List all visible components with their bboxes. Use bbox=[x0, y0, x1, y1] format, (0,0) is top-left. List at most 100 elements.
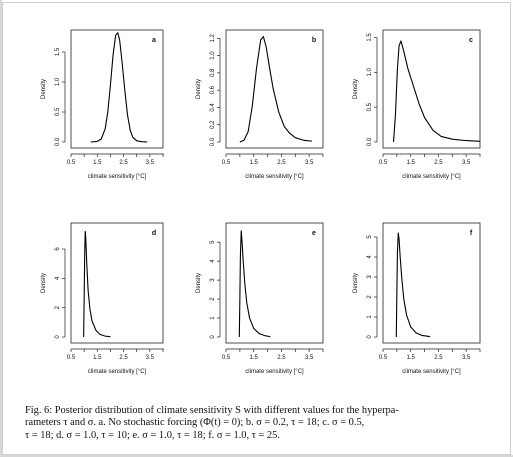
x-tick-label: 2.5 bbox=[119, 355, 128, 361]
plot-frame bbox=[70, 222, 164, 344]
x-tick-label: 0.5 bbox=[222, 160, 231, 166]
x-tick-label: 3.5 bbox=[305, 160, 314, 166]
y-tick-label: 0.2 bbox=[210, 120, 216, 129]
panel-d: 0.5 1.5 2.5 3.5 0 2 4 6 climate sensitivity [°C]… bbox=[41, 222, 164, 375]
y-tick-label: 1.2 bbox=[210, 33, 216, 42]
y-tick-label: 0.5 bbox=[55, 107, 61, 116]
y-tick-label: 2 bbox=[55, 305, 61, 309]
plot-frame bbox=[225, 222, 324, 344]
x-axis-label: climate sensitivity [°C] bbox=[88, 369, 147, 375]
density-curve bbox=[238, 230, 271, 338]
x-tick-label: 0.5 bbox=[379, 160, 388, 166]
caption-line: Fig. 6: Posterior distribution of climat… bbox=[25, 405, 399, 416]
panel-c: 0.5 1.5 2.5 3.5 0.0 0.5 1.0 1.5 climate sensitiv… bbox=[353, 29, 481, 180]
x-axis-label: climate sensitivity [°C] bbox=[402, 174, 461, 180]
panel-letter: d bbox=[152, 230, 156, 237]
y-tick-label: 0 bbox=[55, 335, 61, 339]
x-tick-label: 0.5 bbox=[67, 355, 76, 361]
density-plots-svg: 0.5 1.5 2.5 3.5 0.0 0.5 1.0 1.5 climate sensitiv… bbox=[41, 29, 481, 375]
y-tick-label: 1.5 bbox=[367, 33, 373, 42]
x-tick-label: 2.5 bbox=[119, 160, 128, 166]
y-axis-label: Density bbox=[353, 273, 359, 293]
y-axis-label: Density bbox=[41, 273, 47, 293]
density-curve bbox=[395, 232, 431, 338]
y-tick-label: 2 bbox=[210, 297, 216, 301]
y-tick-label: 5 bbox=[210, 240, 216, 244]
plot-frame bbox=[382, 29, 481, 149]
panel-b: 0.5 1.5 2.5 3.5 0.0 0.2 0.4 0.6 0.8 1.0 1.2 climate… bbox=[196, 29, 324, 180]
x-axis-label: climate sensitivity [°C] bbox=[245, 369, 304, 375]
x-tick-label: 3.5 bbox=[146, 355, 155, 361]
density-curve bbox=[392, 40, 481, 143]
page-edge-bottom bbox=[0, 455, 513, 457]
y-tick-label: 1.5 bbox=[55, 47, 61, 56]
caption-line: rameters τ and σ. a. No stochastic forci… bbox=[25, 417, 365, 429]
y-tick-label: 4 bbox=[367, 255, 373, 259]
y-tick-label: 0.5 bbox=[367, 102, 373, 111]
y-axis-label: Density bbox=[196, 273, 202, 293]
y-tick-label: 4 bbox=[210, 259, 216, 263]
y-tick-label: 2 bbox=[367, 295, 373, 299]
y-axis-label: Density bbox=[41, 79, 47, 99]
x-tick-label: 2.5 bbox=[277, 355, 286, 361]
y-tick-label: 1.0 bbox=[210, 51, 216, 60]
y-tick-label: 0.0 bbox=[55, 137, 61, 146]
y-tick-label: 0.6 bbox=[210, 85, 216, 94]
y-tick-label: 3 bbox=[367, 275, 373, 279]
x-tick-label: 1.5 bbox=[407, 160, 416, 166]
plot-frame bbox=[382, 222, 481, 344]
x-tick-label: 3.5 bbox=[462, 355, 471, 361]
y-axis-label: Density bbox=[196, 79, 202, 99]
y-tick-label: 0 bbox=[210, 335, 216, 339]
y-tick-label: 1.0 bbox=[367, 67, 373, 76]
x-tick-label: 3.5 bbox=[146, 160, 155, 166]
x-tick-label: 2.5 bbox=[277, 160, 286, 166]
figure-caption: Fig. 6: Posterior distribution of climat… bbox=[25, 405, 510, 442]
x-tick-label: 2.5 bbox=[434, 160, 443, 166]
plot-frame bbox=[70, 29, 164, 149]
y-tick-label: 3 bbox=[210, 278, 216, 282]
page-edge-left bbox=[0, 0, 2, 457]
panel-letter: f bbox=[470, 230, 473, 237]
x-tick-label: 3.5 bbox=[462, 160, 471, 166]
density-curve bbox=[239, 36, 312, 143]
y-tick-label: 0.0 bbox=[210, 137, 216, 146]
y-tick-label: 0 bbox=[367, 335, 373, 339]
x-tick-label: 0.5 bbox=[67, 160, 76, 166]
figure-panels: 0.5 1.5 2.5 3.5 0.0 0.5 1.0 1.5 climate sensitiv… bbox=[3, 3, 510, 398]
x-axis-label: climate sensitivity [°C] bbox=[88, 174, 147, 180]
panel-a: 0.5 1.5 2.5 3.5 0.0 0.5 1.0 1.5 climate sensitiv… bbox=[41, 29, 164, 180]
x-tick-label: 3.5 bbox=[305, 355, 314, 361]
x-tick-label: 0.5 bbox=[222, 355, 231, 361]
panel-letter: e bbox=[312, 230, 316, 237]
x-axis-label: climate sensitivity [°C] bbox=[245, 174, 304, 180]
y-axis-label: Density bbox=[353, 79, 359, 99]
y-tick-label: 1.0 bbox=[55, 77, 61, 86]
caption-line: τ = 18; d. σ = 1.0, τ = 10; e. σ = 1.0, … bbox=[25, 429, 280, 441]
y-tick-label: 0.4 bbox=[210, 103, 216, 112]
density-curve bbox=[83, 230, 111, 338]
x-tick-label: 0.5 bbox=[379, 355, 388, 361]
plot-frame bbox=[225, 29, 324, 149]
x-tick-label: 2.5 bbox=[434, 355, 443, 361]
panel-letter: c bbox=[469, 37, 473, 44]
y-tick-label: 0.0 bbox=[367, 137, 373, 146]
panel-e: 0.5 1.5 2.5 3.5 0 1 2 3 4 5 climate sensitivity [°… bbox=[196, 222, 324, 375]
y-tick-label: 0.8 bbox=[210, 68, 216, 77]
x-tick-label: 1.5 bbox=[93, 355, 102, 361]
x-tick-label: 1.5 bbox=[250, 355, 259, 361]
y-tick-label: 6 bbox=[55, 247, 61, 251]
y-tick-label: 1 bbox=[210, 316, 216, 320]
x-tick-label: 1.5 bbox=[93, 160, 102, 166]
panel-letter: a bbox=[152, 37, 156, 44]
panel-f: 0.5 1.5 2.5 3.5 0 1 2 3 4 5 climate sensitivity [°… bbox=[353, 222, 481, 375]
panel-letter: b bbox=[312, 37, 316, 44]
y-tick-label: 5 bbox=[367, 235, 373, 239]
x-tick-label: 1.5 bbox=[407, 355, 416, 361]
x-tick-label: 1.5 bbox=[250, 160, 259, 166]
x-axis-label: climate sensitivity [°C] bbox=[402, 369, 461, 375]
y-tick-label: 1 bbox=[367, 315, 373, 319]
y-tick-label: 4 bbox=[55, 276, 61, 280]
density-curve bbox=[90, 32, 148, 143]
